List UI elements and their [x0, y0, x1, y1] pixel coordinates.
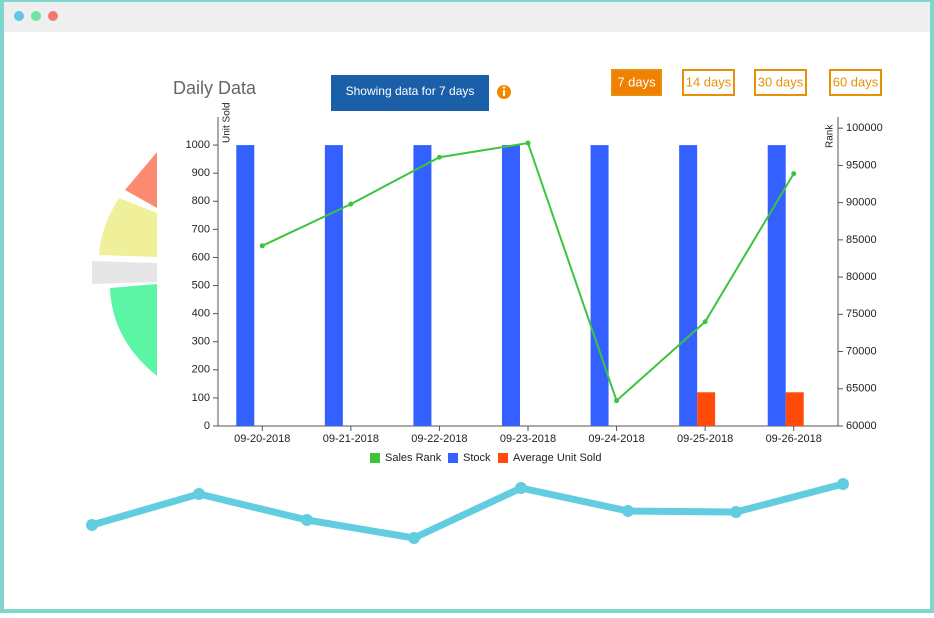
legend-label[interactable]: Stock	[463, 452, 491, 464]
y2-tick-label: 90000	[846, 197, 877, 209]
pie-slice	[125, 152, 157, 208]
line-point	[614, 398, 620, 404]
y-tick-label: 600	[192, 251, 210, 263]
y-tick-label: 300	[192, 336, 210, 348]
x-tick-label: 09-26-2018	[766, 433, 822, 445]
pie-slice	[99, 198, 157, 257]
bar	[590, 145, 609, 426]
decor-polyline	[91, 480, 844, 542]
bar	[413, 145, 432, 426]
decor-dot	[301, 514, 313, 526]
bar	[785, 392, 804, 426]
legend-swatch[interactable]	[448, 453, 458, 463]
line-point	[791, 171, 797, 177]
bar	[324, 145, 343, 426]
y2-tick-label: 100000	[846, 122, 883, 134]
decor-dot	[515, 482, 527, 494]
decor-dot	[622, 505, 634, 517]
badge: Showing data for 7 days	[346, 84, 475, 98]
range-button[interactable]	[611, 69, 662, 96]
range-button[interactable]	[682, 69, 735, 96]
legend-swatch[interactable]	[498, 453, 508, 463]
range-button-label[interactable]: 14 days	[686, 74, 732, 89]
range-button[interactable]	[829, 69, 882, 96]
y-tick-label: 1000	[186, 139, 210, 151]
y-tick-label: 100	[192, 392, 210, 404]
y2-tick-label: 60000	[846, 420, 877, 432]
info-icon-glyph	[503, 90, 505, 96]
legend-label[interactable]: Average Unit Sold	[513, 452, 601, 464]
line-point	[436, 154, 442, 160]
decor-dot	[193, 488, 205, 500]
line-point	[259, 243, 265, 249]
y-tick-label: 200	[192, 364, 210, 376]
info-icon-glyph	[502, 86, 506, 89]
window-dot[interactable]	[14, 11, 24, 21]
decor-pie	[92, 152, 157, 376]
bar	[502, 145, 520, 426]
y-tick-label: 700	[192, 223, 210, 235]
y-tick-label: 400	[192, 308, 210, 320]
window-dot[interactable]	[31, 11, 41, 21]
x-tick-label: 09-23-2018	[500, 433, 556, 445]
x-tick-label: 09-22-2018	[411, 433, 467, 445]
range-button-label[interactable]: 7 days	[617, 74, 656, 89]
y2-tick-label: 75000	[846, 308, 877, 320]
x-tick-label: 09-21-2018	[323, 433, 379, 445]
decor-line	[86, 478, 849, 544]
x-tick-label: 09-20-2018	[234, 433, 290, 445]
pie-slice	[92, 261, 157, 284]
badge-bg	[331, 75, 489, 111]
decor-dot	[837, 478, 849, 490]
y-tick-label: 900	[192, 167, 210, 179]
y2-tick-label: 85000	[846, 234, 877, 246]
y2-axis-label: Rank	[825, 124, 836, 148]
y2-tick-label: 70000	[846, 345, 877, 357]
legend-swatch[interactable]	[370, 453, 380, 463]
y2-tick-label: 80000	[846, 271, 877, 283]
decor-dot	[86, 519, 98, 531]
line-point	[348, 201, 354, 207]
decor-dot	[730, 506, 742, 518]
chart-title: Daily Data	[173, 78, 257, 98]
y2-tick-label: 65000	[846, 383, 877, 395]
pie-slice	[110, 284, 157, 376]
line-point	[525, 140, 531, 146]
range-button[interactable]	[754, 69, 807, 96]
line-point	[702, 319, 708, 325]
bar	[697, 392, 716, 426]
y-axis-label: Unit Sold	[222, 102, 233, 143]
y-tick-label: 0	[204, 420, 210, 432]
x-tick-label: 09-24-2018	[588, 433, 644, 445]
legend-label[interactable]: Sales Rank	[385, 452, 442, 464]
decor-dot	[408, 532, 420, 544]
title-bar	[4, 2, 930, 32]
x-tick-label: 09-25-2018	[677, 433, 733, 445]
range-button-label[interactable]: 30 days	[758, 74, 804, 89]
bar	[236, 145, 255, 426]
range-button-label[interactable]: 60 days	[833, 74, 879, 89]
y2-tick-label: 95000	[846, 159, 877, 171]
bar	[767, 145, 786, 426]
y-tick-label: 800	[192, 195, 210, 207]
window-dot[interactable]	[48, 11, 58, 21]
y-tick-label: 500	[192, 279, 210, 291]
bar	[679, 145, 698, 426]
